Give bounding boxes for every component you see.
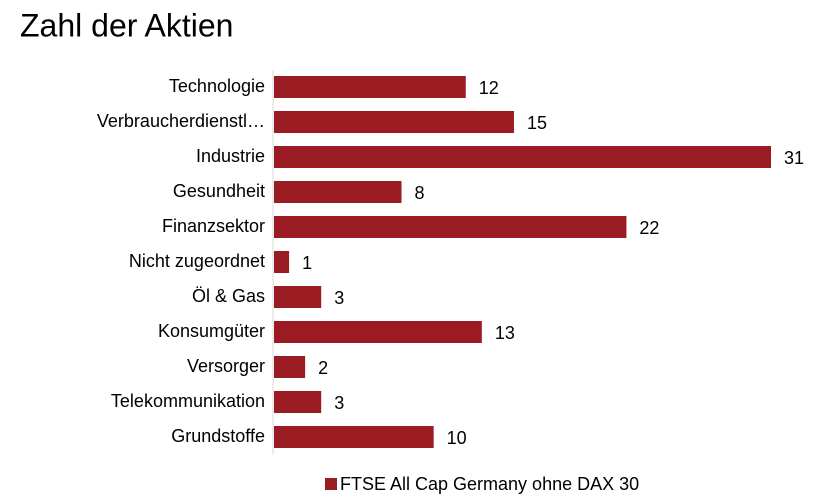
bar xyxy=(274,426,434,448)
data-label: 10 xyxy=(447,428,467,448)
bar xyxy=(274,251,290,273)
bar xyxy=(274,181,402,203)
bar xyxy=(274,356,306,378)
bar xyxy=(274,76,466,98)
data-label: 15 xyxy=(527,113,547,133)
y-tick-label: Finanzsektor xyxy=(162,216,265,236)
bar xyxy=(274,111,514,133)
data-label: 12 xyxy=(479,78,499,98)
y-tick-label: Technologie xyxy=(169,76,265,96)
legend-label: FTSE All Cap Germany ohne DAX 30 xyxy=(340,474,639,494)
y-tick-label: Industrie xyxy=(196,146,265,166)
data-label: 31 xyxy=(784,148,804,168)
y-tick-label: Nicht zugeordnet xyxy=(129,251,265,271)
data-label: 22 xyxy=(639,218,659,238)
bar xyxy=(274,321,482,343)
y-tick-label: Gesundheit xyxy=(173,181,265,201)
chart-title: Zahl der Aktien xyxy=(20,7,233,43)
y-tick-label: Grundstoffe xyxy=(171,426,265,446)
legend-swatch xyxy=(325,478,337,490)
y-tick-label: Telekommunikation xyxy=(111,391,265,411)
bar xyxy=(274,146,771,168)
data-label: 3 xyxy=(334,288,344,308)
bar xyxy=(274,286,322,308)
data-label: 3 xyxy=(334,393,344,413)
bar xyxy=(274,216,627,238)
y-tick-label: Konsumgüter xyxy=(158,321,265,341)
bar xyxy=(274,391,322,413)
y-tick-label: Öl & Gas xyxy=(192,286,265,306)
data-label: 8 xyxy=(415,183,425,203)
y-tick-label: Verbraucherdienstl… xyxy=(97,111,265,131)
y-tick-label: Versorger xyxy=(187,356,265,376)
data-label: 1 xyxy=(302,253,312,273)
data-label: 2 xyxy=(318,358,328,378)
data-label: 13 xyxy=(495,323,515,343)
